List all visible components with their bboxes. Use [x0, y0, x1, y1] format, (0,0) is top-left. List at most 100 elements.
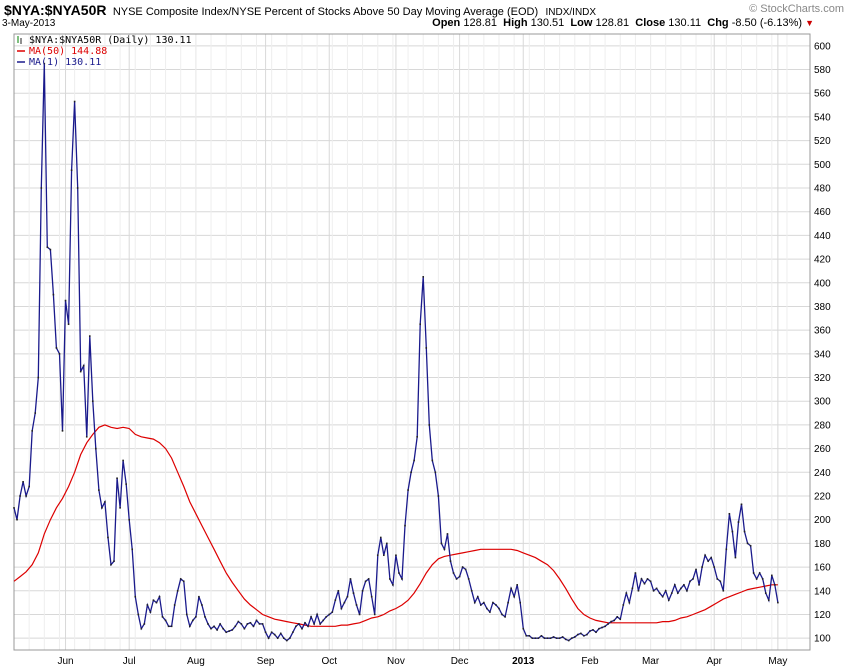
y-tick-label: 140 — [814, 586, 831, 597]
price-point — [637, 589, 640, 592]
chg-label: Chg — [707, 17, 729, 29]
price-point — [531, 637, 534, 639]
price-point — [161, 616, 164, 618]
price-point — [70, 169, 73, 172]
price-point — [310, 616, 312, 618]
price-point — [264, 631, 267, 634]
price-point — [392, 584, 394, 586]
price-point — [92, 400, 94, 403]
price-point — [189, 625, 191, 628]
price-point — [407, 489, 409, 491]
plot-frame — [13, 33, 811, 651]
price-point — [322, 619, 324, 622]
price-point — [55, 347, 58, 349]
price-point — [467, 578, 470, 580]
price-point — [383, 554, 385, 557]
y-tick-label: 380 — [814, 302, 831, 313]
price-point — [289, 637, 291, 639]
price-point — [79, 370, 82, 373]
price-point — [140, 627, 143, 630]
price-point — [771, 574, 773, 577]
price-point — [670, 592, 673, 594]
price-point — [616, 616, 619, 618]
price-point — [595, 631, 597, 634]
y-axis: 100 120 140 160 180 200 220 240 260 280 300 320 340 3… — [814, 41, 831, 644]
price-point — [364, 580, 367, 583]
price-point — [561, 636, 564, 638]
down-triangle-icon: ▼ — [805, 18, 814, 28]
price-point — [185, 613, 188, 616]
price-point — [692, 578, 694, 580]
price-point — [125, 483, 127, 485]
price-point — [525, 634, 528, 637]
price-point — [537, 637, 540, 639]
price-point — [58, 353, 61, 355]
price-point — [207, 623, 209, 625]
price-point — [179, 578, 182, 580]
price-point — [149, 611, 152, 613]
price-point — [464, 568, 467, 571]
price-point — [752, 572, 755, 574]
price-point — [346, 595, 349, 598]
x-tick-label: Nov — [387, 656, 405, 667]
price-point — [722, 589, 725, 592]
y-tick-label: 460 — [814, 207, 831, 218]
price-point — [573, 636, 576, 638]
price-point — [88, 335, 91, 337]
price-point — [510, 587, 512, 590]
price-point — [513, 595, 515, 598]
y-tick-label: 480 — [814, 184, 831, 195]
price-point — [37, 376, 40, 379]
x-tick-label: Feb — [581, 656, 599, 667]
price-point — [267, 637, 270, 639]
price-point — [749, 544, 752, 547]
price-point — [549, 637, 552, 639]
price-point — [501, 613, 503, 616]
y-tick-label: 360 — [814, 326, 831, 337]
price-point — [270, 631, 273, 634]
price-point — [564, 638, 567, 641]
price-point — [552, 636, 555, 638]
price-point — [307, 625, 309, 628]
price-point — [619, 618, 622, 620]
y-tick-label: 260 — [814, 444, 831, 455]
price-point — [173, 604, 176, 606]
price-point — [628, 601, 631, 604]
price-point — [761, 578, 764, 580]
price-point — [286, 639, 288, 642]
price-point — [76, 187, 79, 189]
price-point — [613, 619, 615, 622]
price-point — [774, 584, 776, 586]
price-point — [22, 480, 24, 483]
y-tick-label: 520 — [814, 136, 831, 147]
price-point — [164, 619, 167, 622]
price-point — [395, 554, 397, 557]
price-point — [631, 587, 634, 590]
price-point — [737, 521, 740, 523]
ma50-line — [13, 424, 778, 627]
price-point — [604, 625, 606, 628]
price-point — [258, 623, 261, 625]
price-point — [725, 548, 728, 551]
price-point — [337, 589, 340, 592]
open-label: Open — [432, 17, 461, 29]
price-point — [107, 536, 109, 539]
price-point — [216, 629, 218, 631]
price-point — [555, 637, 558, 639]
price-point — [40, 187, 43, 189]
price-point — [458, 575, 461, 578]
price-point — [495, 604, 497, 606]
price-point — [231, 629, 234, 631]
y-tick-label: 100 — [814, 634, 831, 645]
price-point — [704, 554, 706, 557]
price-point — [643, 582, 646, 585]
price-point — [519, 601, 522, 604]
x-tick-label: Sep — [257, 656, 275, 667]
price-point — [489, 611, 491, 613]
x-tick-label: Jul — [123, 656, 136, 667]
price-point — [158, 595, 161, 598]
price-point — [598, 627, 600, 630]
price-point — [586, 633, 588, 636]
price-point — [334, 599, 337, 602]
